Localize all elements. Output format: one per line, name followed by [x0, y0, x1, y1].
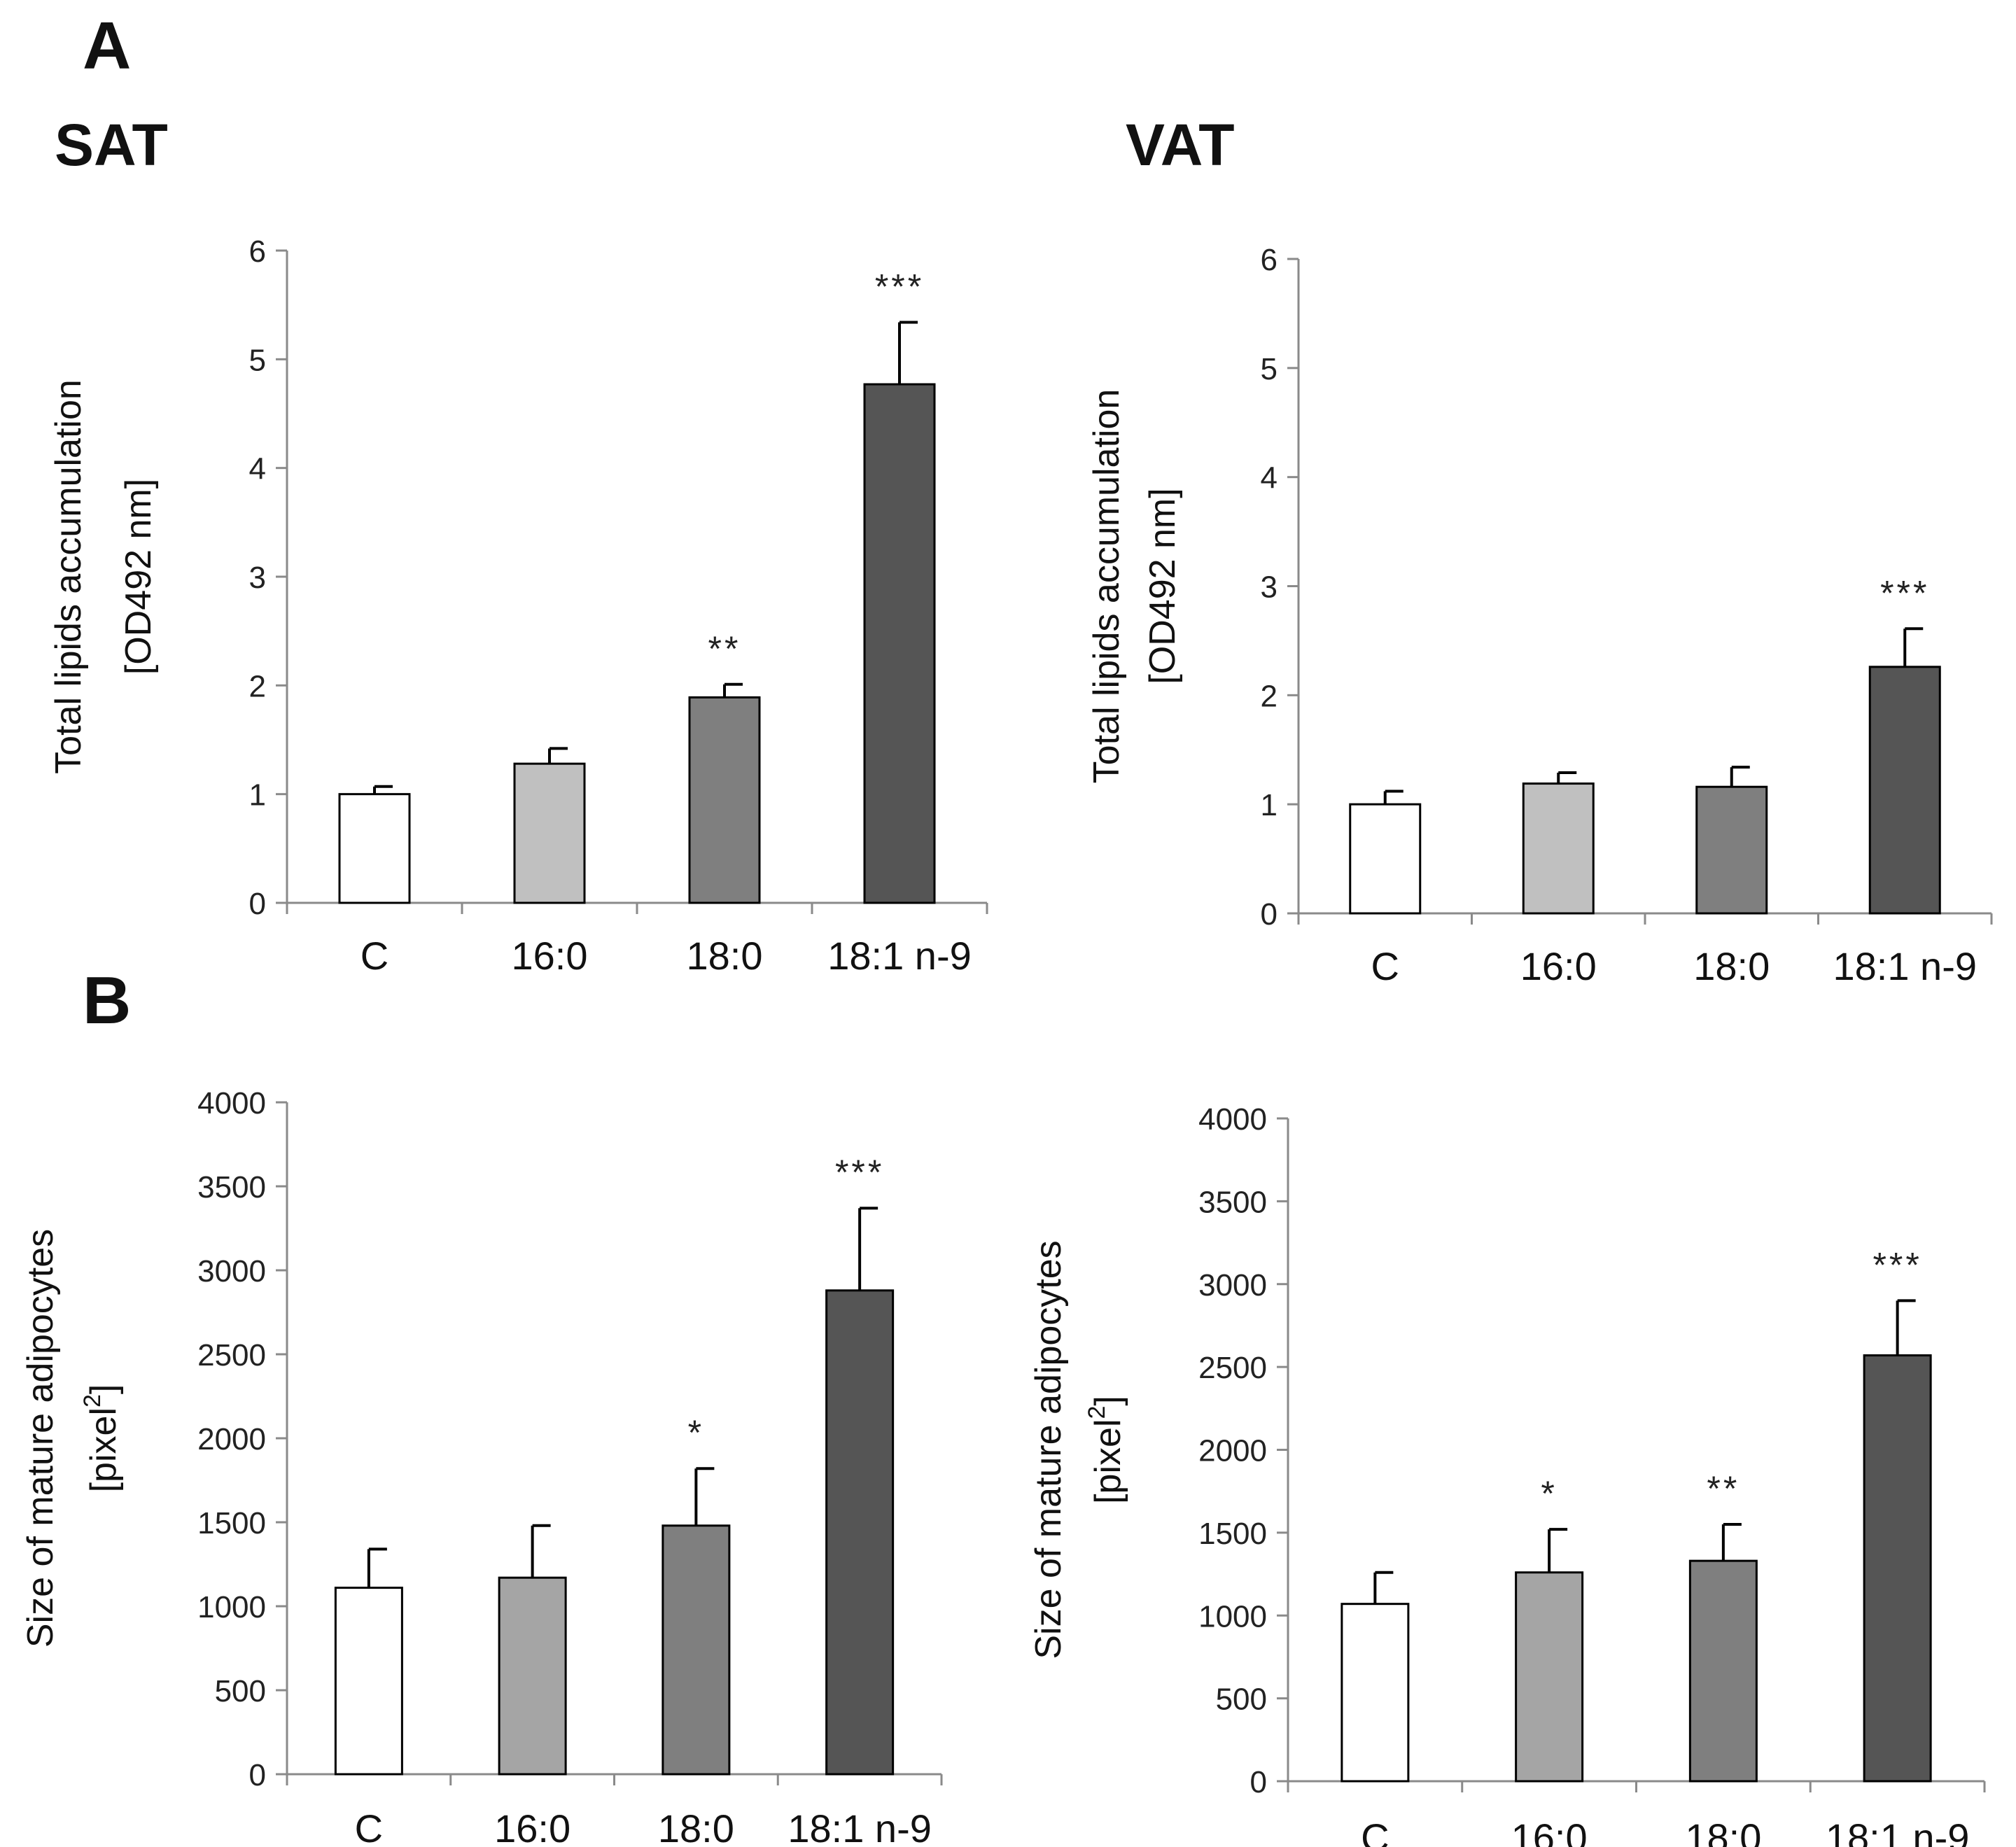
bar-16-0 [513, 762, 586, 904]
y-tick-label: 4000 [197, 1086, 266, 1121]
y-tick-label: 5 [1261, 352, 1278, 386]
category-label: 18:0 [687, 934, 763, 978]
bar-16-0 [1515, 1571, 1584, 1783]
bar-18-1-n-9 [1863, 1354, 1932, 1783]
y-axis-unit: [OD492 nm] [118, 479, 159, 675]
y-tick-label: 0 [1250, 1765, 1267, 1799]
y-tick-label: 6 [249, 234, 266, 269]
y-tick-label: 1000 [1198, 1599, 1267, 1634]
bar-18-1-n-9 [1868, 666, 1941, 915]
y-axis-label: Size of mature adipocytes [1028, 1240, 1069, 1659]
bar-c [334, 1587, 403, 1776]
significance-label: ** [708, 629, 741, 668]
y-axis-unit-bracket: ] [83, 1384, 124, 1394]
significance-label: *** [1880, 573, 1929, 612]
bar-18-1-n-9 [863, 383, 936, 904]
significance-label: *** [875, 267, 924, 307]
y-tick-label: 2 [249, 669, 266, 703]
y-axis-unit: [pixel2] [1084, 1396, 1128, 1504]
y-tick-label: 3 [249, 561, 266, 595]
category-label: C [360, 934, 388, 978]
category-label: 18:1 n-9 [788, 1806, 932, 1847]
y-tick-label: 0 [1261, 897, 1278, 932]
bar-18-0 [1688, 1559, 1758, 1783]
category-label: C [1371, 944, 1399, 988]
bar-16-0 [498, 1576, 567, 1776]
y-axis-unit: [OD492 nm] [1142, 488, 1183, 684]
y-tick-label: 2000 [1198, 1434, 1267, 1468]
y-axis-unit-superscript: 2 [1084, 1406, 1110, 1419]
y-tick-label: 6 [1261, 243, 1278, 277]
category-label: 16:0 [494, 1806, 570, 1847]
chart-sat-lipids: 0 1 2 3 4 5 6 C 16:0 ** 18:0 *** 18:1 n-9 Total lipid… [48, 234, 988, 978]
significance-label: *** [835, 1153, 884, 1192]
y-tick-label: 2500 [197, 1338, 266, 1372]
bar-18-0 [662, 1524, 731, 1776]
y-tick-label: 2 [1261, 679, 1278, 713]
category-label: 18:1 n-9 [1826, 1816, 1970, 1847]
significance-label: * [1541, 1474, 1557, 1513]
y-tick-label: 1000 [197, 1590, 266, 1624]
category-label: 16:0 [1520, 944, 1597, 988]
y-axis-unit-bracket: ] [1088, 1396, 1128, 1405]
significance-label: ** [1707, 1469, 1740, 1508]
category-label: C [1361, 1816, 1389, 1847]
significance-label: *** [1872, 1245, 1921, 1284]
y-tick-label: 3000 [197, 1254, 266, 1288]
y-axis-unit-text: [OD492 nm] [118, 479, 159, 675]
y-tick-label: 500 [215, 1674, 266, 1708]
y-tick-label: 0 [249, 1758, 266, 1792]
bar-c [1340, 1603, 1410, 1783]
bar-c [338, 793, 411, 904]
chart-vat-lipids: 0 1 2 3 4 5 6 C 16:0 18:0 *** 18:1 n-9 Total lipids … [1086, 243, 1993, 988]
bar-c [1349, 803, 1422, 915]
y-tick-label: 3500 [1198, 1185, 1267, 1219]
category-label: 16:0 [512, 934, 588, 978]
y-axis-unit-text: [pixel [1088, 1419, 1128, 1503]
category-label: C [355, 1806, 383, 1847]
chart-vat-size: 0 500 1000 1500 2000 2500 3000 3500 4000 C * 16:0 **… [1028, 1102, 1986, 1847]
y-tick-label: 1500 [1198, 1517, 1267, 1551]
y-tick-label: 0 [249, 887, 266, 921]
bar-18-0 [688, 696, 761, 904]
panel-label-b: B [83, 963, 131, 1038]
bar-18-0 [1695, 785, 1768, 915]
y-axis-unit-text: [OD492 nm] [1142, 488, 1183, 684]
y-tick-label: 3 [1261, 570, 1278, 605]
y-axis-unit: [pixel2] [79, 1384, 124, 1493]
category-label: 18:1 n-9 [1833, 944, 1977, 988]
y-tick-label: 1500 [197, 1506, 266, 1540]
y-tick-label: 2500 [1198, 1351, 1267, 1385]
category-label: 18:0 [1693, 944, 1770, 988]
bar-16-0 [1522, 782, 1595, 915]
chart-sat-size: 0 500 1000 1500 2000 2500 3000 3500 4000 C 16:0 * 18… [20, 1086, 943, 1847]
significance-label: * [688, 1413, 704, 1452]
y-tick-label: 3500 [197, 1170, 266, 1205]
y-axis-unit-superscript: 2 [79, 1394, 106, 1407]
y-tick-label: 2000 [197, 1422, 266, 1456]
group-title-vat: VAT [1126, 112, 1235, 178]
y-axis-label: Size of mature adipocytes [20, 1229, 61, 1648]
group-title-sat: SAT [55, 112, 168, 178]
y-axis-label: Total lipids accumulation [48, 379, 89, 774]
y-tick-label: 4 [1261, 461, 1278, 496]
y-axis-label: Total lipids accumulation [1086, 389, 1127, 784]
y-tick-label: 4 [249, 452, 266, 486]
y-tick-label: 5 [249, 343, 266, 377]
category-label: 18:0 [1685, 1816, 1761, 1847]
y-tick-label: 1 [249, 778, 266, 813]
category-label: 16:0 [1511, 1816, 1588, 1847]
y-tick-label: 500 [1216, 1683, 1267, 1717]
category-label: 18:0 [658, 1806, 734, 1847]
y-tick-label: 1 [1261, 788, 1278, 822]
panel-label-a: A [83, 8, 131, 83]
bar-18-1-n-9 [825, 1289, 895, 1776]
y-axis-unit-text: [pixel [83, 1407, 124, 1492]
category-label: 18:1 n-9 [827, 934, 972, 978]
y-tick-label: 3000 [1198, 1268, 1267, 1302]
y-tick-label: 4000 [1198, 1102, 1267, 1137]
